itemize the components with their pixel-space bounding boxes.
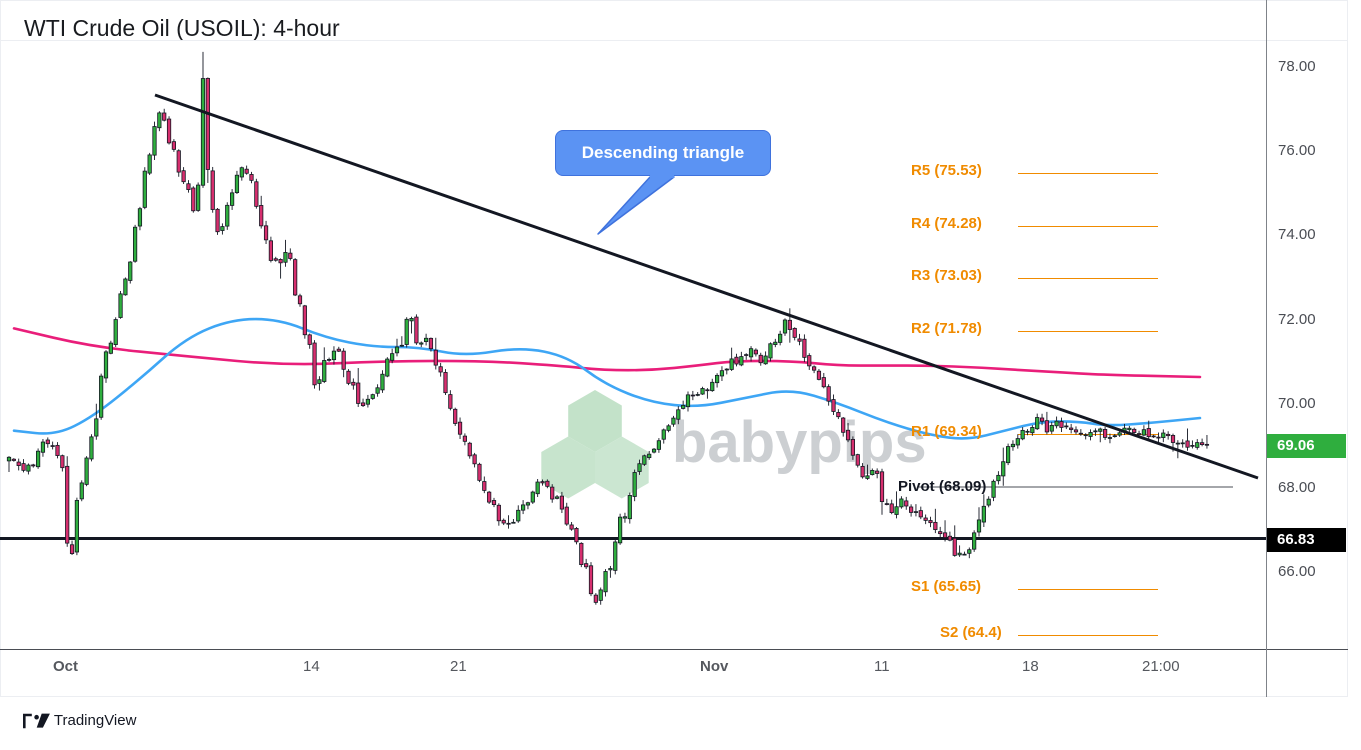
svg-text:babypips: babypips bbox=[672, 410, 927, 475]
svg-text:Pivot (68.09): Pivot (68.09) bbox=[898, 478, 986, 495]
